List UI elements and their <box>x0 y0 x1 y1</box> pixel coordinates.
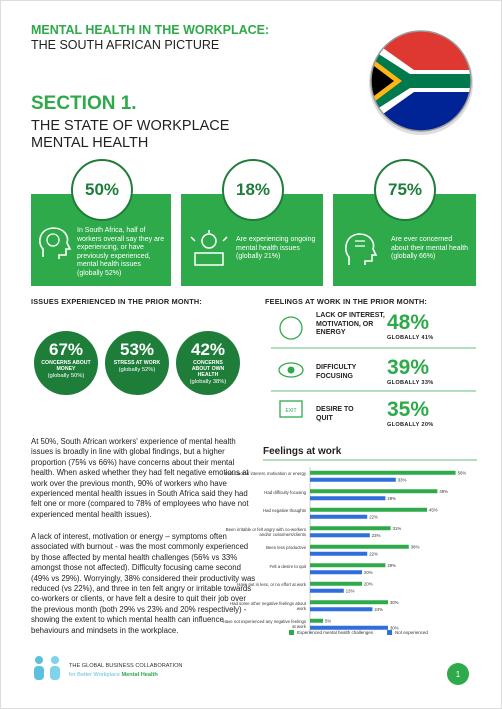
bar <box>310 496 386 501</box>
bar-value-label: 33% <box>398 477 407 482</box>
bar-value-label: 29% <box>387 496 396 501</box>
bar-value-label: 20% <box>364 581 373 586</box>
bar-value-label: 30% <box>390 600 399 605</box>
feeling-global: GLOBALLY 33% <box>387 380 434 386</box>
stat-text: Are ever concerned about their mental he… <box>391 236 469 261</box>
issues-title: ISSUES EXPERIENCED IN THE PRIOR MONTH: <box>31 297 202 306</box>
bar-value-label: 22% <box>369 551 378 556</box>
legend-label: Experienced mental health challenges <box>297 630 374 635</box>
feeling-value: 35% <box>387 398 430 421</box>
bar <box>310 563 386 568</box>
feeling-value: 39% <box>387 356 430 379</box>
category-label: Had difficulty focusing <box>264 489 306 495</box>
footer-tagline: for Better Workplace <box>69 672 120 678</box>
feeling-global: GLOBALLY 41% <box>387 335 434 341</box>
feeling-value: 48% <box>387 311 430 334</box>
bar <box>310 588 344 593</box>
bar <box>310 526 391 531</box>
issue-circle: 53% STRESS AT WORK (globally 52%) <box>105 331 169 395</box>
footer-org: THE GLOBAL BUSINESS COLLABORATION <box>69 663 183 669</box>
chart-title: Feelings at work <box>263 446 342 457</box>
bar <box>310 507 427 512</box>
issue-global: (globally 38%) <box>189 379 227 385</box>
bar-value-label: 38% <box>411 544 420 549</box>
chart: Feelings at work 56% 33% 49% 29% 45% 22% 31% 23%… <box>263 446 477 635</box>
chart-area: Feelings at work 56% 33% 49% 29% 45% 22% 31% 23%… <box>223 441 481 641</box>
page-number: 1 <box>447 663 469 685</box>
feeling-label: DESIRE TO QUIT <box>316 406 354 422</box>
body-paragraph: A lack of interest, motivation or energy… <box>31 532 256 635</box>
bar-value-label: 23% <box>372 533 381 538</box>
category-label: Have not experienced any negative feelin… <box>222 619 306 630</box>
category-label: Have put in less, or no effort at work <box>237 582 306 588</box>
feeling-label: DIFFICULTY FOCUSING <box>316 364 357 380</box>
bar <box>310 570 362 575</box>
bar <box>310 533 370 538</box>
issue-global: (globally 52%) <box>118 367 156 373</box>
body-paragraph: At 50%, South African workers' experienc… <box>31 437 249 519</box>
bar <box>310 581 362 586</box>
bar <box>310 618 323 623</box>
category-label: Had negative thoughts <box>262 508 306 514</box>
stat-value: 50% <box>71 159 133 221</box>
category-label: Been irritable or felt angry with co-wor… <box>225 526 306 537</box>
bar <box>310 551 368 556</box>
stat-text: Are experiencing ongoing mental health i… <box>236 236 316 261</box>
issue-circle: 67% CONCERNS ABOUT MONEY (globally 50%) <box>34 331 98 395</box>
head-icon <box>345 233 378 265</box>
category-label: Felt a desire to quit <box>269 563 306 569</box>
bar <box>310 544 409 549</box>
bar <box>310 489 438 494</box>
bar-value-label: 13% <box>346 588 355 593</box>
feelings-title: FEELINGS AT WORK IN THE PRIOR MONTH: <box>265 297 428 306</box>
bar <box>310 470 456 475</box>
bar <box>310 514 368 519</box>
issue-label: STRESS AT WORK <box>113 360 161 366</box>
section-title: THE STATE OF WORKPLACE MENTAL HEALTH <box>31 118 230 151</box>
bar-value-label: 30% <box>390 625 399 630</box>
bar-value-label: 29% <box>387 563 396 568</box>
feelings-frame: EXIT <box>271 316 476 418</box>
bar-value-label: 5% <box>325 618 331 623</box>
stress-icon <box>190 230 228 266</box>
bar-value-label: 45% <box>429 507 438 512</box>
bar <box>310 607 373 612</box>
bar-value-label: 22% <box>369 514 378 519</box>
bar-value-label: 24% <box>374 607 383 612</box>
footer-tagline-emph: Mental Health <box>121 672 158 678</box>
bar <box>310 625 388 630</box>
issue-value: 53% <box>119 340 155 359</box>
issue-global: (globally 50%) <box>47 373 85 379</box>
category-label: Been less productive <box>266 545 306 551</box>
issue-label: CONCERNS ABOUT OWN HEALTH <box>191 360 225 378</box>
stat-value: 18% <box>222 159 284 221</box>
bar-value-label: 20% <box>364 570 373 575</box>
bar <box>310 600 388 605</box>
bar-value-label: 31% <box>393 526 402 531</box>
header-subtitle: THE SOUTH AFRICAN PICTURE <box>31 38 220 52</box>
svg-text:EXIT: EXIT <box>285 408 296 414</box>
stat-value: 75% <box>374 159 436 221</box>
issue-label: CONCERNS ABOUT MONEY <box>41 360 91 372</box>
flag-badge <box>369 30 473 135</box>
logo <box>34 656 60 680</box>
category-label: Felt a lack of interest, motivation or e… <box>225 471 306 477</box>
issue-value: 67% <box>48 340 84 359</box>
bar-value-label: 49% <box>439 489 448 494</box>
section-label: SECTION 1. <box>31 93 137 114</box>
issue-circle: 42% CONCERNS ABOUT OWN HEALTH (globally … <box>176 331 240 395</box>
legend-swatch <box>289 630 294 635</box>
bar-value-label: 56% <box>458 470 467 475</box>
feeling-label: LACK OF INTEREST, MOTIVATION, OR ENERGY <box>316 312 385 336</box>
legend-label: Not experienced <box>395 630 428 635</box>
category-label: Had some other negative feelings about w… <box>230 600 306 611</box>
feeling-global: GLOBALLY 20% <box>387 422 434 428</box>
header-title: MENTAL HEALTH IN THE WORKPLACE: <box>31 23 270 37</box>
bar <box>310 477 396 482</box>
legend-swatch <box>387 630 393 635</box>
head-icon <box>39 227 72 259</box>
stat-text: In South Africa, half of workers overall… <box>77 227 165 277</box>
issue-value: 42% <box>190 340 226 359</box>
